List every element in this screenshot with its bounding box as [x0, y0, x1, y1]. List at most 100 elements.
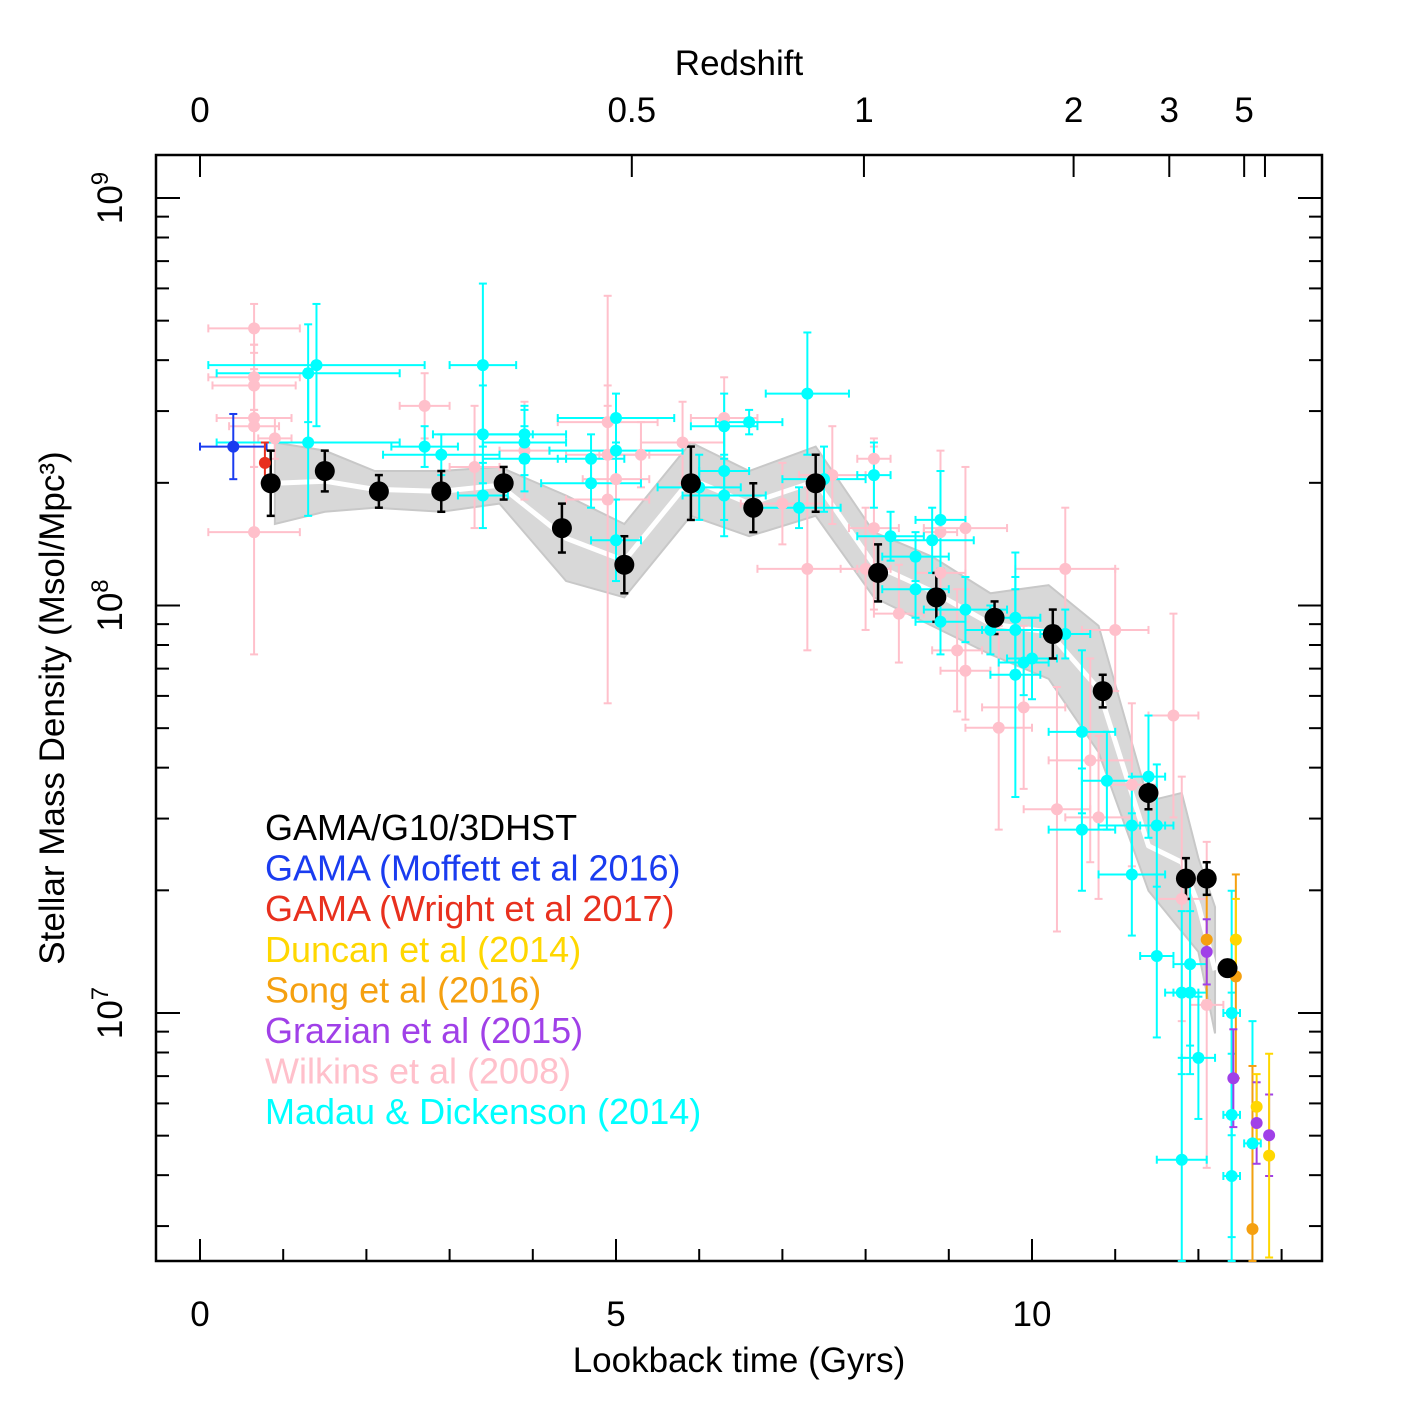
axes: 0 5 10 0 0.5 1 2 3 5 109 108 107 [87, 91, 1322, 1334]
point-madau-dickenson-2014-33 [1009, 623, 1022, 636]
point-grazian-et-al-2015-3 [1263, 1129, 1276, 1142]
point-madau-dickenson-2014-13 [610, 412, 622, 425]
point-wilkins-et-al-2008-34 [1092, 811, 1105, 824]
legend-entry-5: Grazian et al (2015) [265, 1010, 583, 1051]
point-wilkins-et-al-2008-13 [610, 473, 622, 486]
point-wilkins-et-al-2008-29 [992, 721, 1005, 734]
errorbar-madau-dickenson-2014-54 [1222, 1052, 1241, 1262]
top-tick-label-3: 2 [1064, 91, 1083, 130]
point-madau-dickenson-2014-6 [476, 428, 489, 441]
point-madau-dickenson-2014-17 [718, 420, 731, 433]
point-gama-g10-3dhst-3 [431, 481, 452, 502]
point-madau-dickenson-2014-47 [1175, 986, 1188, 999]
point-madau-dickenson-2014-54 [1225, 1170, 1238, 1182]
point-wilkins-et-al-2008-15 [676, 436, 689, 449]
point-madau-dickenson-2014-3 [418, 440, 431, 453]
point-madau-dickenson-2014-35 [1009, 668, 1022, 681]
point-madau-dickenson-2014-24 [867, 469, 880, 482]
point-wilkins-et-al-2008-28 [959, 522, 972, 535]
top-axis-label: Redshift [675, 44, 804, 83]
point-grazian-et-al-2015-2 [1250, 1117, 1263, 1130]
point-gama-g10-3dhst-14 [1092, 681, 1113, 702]
legend-entry-7: Madau & Dickenson (2014) [265, 1091, 701, 1132]
point-grazian-et-al-2015-0 [1200, 945, 1213, 958]
point-wilkins-et-al-2008-24 [934, 566, 947, 579]
point-madau-dickenson-2014-27 [926, 534, 939, 547]
legend-entry-0: GAMA/G10/3DHST [265, 807, 577, 848]
point-gama-g10-3dhst-7 [680, 473, 701, 494]
point-gama-g10-3dhst-6 [614, 554, 635, 575]
point-wilkins-et-al-2008-4 [248, 420, 261, 433]
point-gama-g10-3dhst-9 [805, 473, 826, 494]
point-madau-dickenson-2014-40 [1075, 823, 1088, 836]
point-madau-dickenson-2014-39 [1075, 725, 1088, 738]
point-madau-dickenson-2014-26 [909, 550, 922, 563]
point-gama-g10-3dhst-10 [868, 562, 889, 583]
point-madau-dickenson-2014-49 [1184, 986, 1197, 999]
x-tick-label-5: 5 [606, 1295, 625, 1334]
point-wilkins-et-al-2008-0 [248, 322, 261, 335]
point-wilkins-et-al-2008-36 [1125, 778, 1138, 791]
point-madau-dickenson-2014-18 [718, 465, 731, 478]
y-tick-label-7: 107 [87, 987, 130, 1039]
point-gama-g10-3dhst-5 [551, 518, 572, 539]
legend-entry-3: Duncan et al (2014) [265, 929, 581, 970]
point-wilkins-et-al-2008-8 [468, 460, 481, 473]
point-madau-dickenson-2014-50 [1192, 1051, 1205, 1064]
point-madau-dickenson-2014-55 [1246, 1137, 1259, 1150]
point-madau-dickenson-2014-11 [585, 452, 598, 465]
point-madau-dickenson-2014-41 [1100, 774, 1113, 787]
point-wilkins-et-al-2008-27 [959, 664, 972, 677]
point-wilkins-et-al-2008-6 [268, 432, 281, 445]
y-tick-label-8: 108 [87, 579, 130, 631]
point-wilkins-et-al-2008-26 [951, 644, 964, 657]
legend-entry-4: Song et al (2016) [265, 969, 541, 1010]
point-wilkins-et-al-2008-32 [1059, 562, 1072, 575]
point-madau-dickenson-2014-28 [934, 513, 947, 526]
point-madau-dickenson-2014-4 [435, 448, 448, 461]
point-madau-dickenson-2014-22 [801, 387, 814, 400]
point-madau-dickenson-2014-48 [1184, 958, 1197, 971]
point-gama-g10-3dhst-16 [1175, 868, 1196, 889]
top-tick-label-5: 5 [1234, 91, 1253, 130]
point-gama-g10-3dhst-0 [260, 473, 281, 494]
y-tick-label-9: 109 [87, 172, 130, 224]
point-madau-dickenson-2014-46 [1150, 949, 1163, 962]
point-madau-dickenson-2014-30 [934, 615, 947, 628]
point-madau-dickenson-2014-31 [959, 603, 972, 616]
legend-entry-1: GAMA (Moffett et al 2016) [265, 848, 681, 889]
legend-entry-2: GAMA (Wright et al 2017) [265, 888, 675, 929]
point-wilkins-et-al-2008-39 [1200, 998, 1213, 1011]
point-madau-dickenson-2014-37 [1026, 652, 1038, 665]
point-wilkins-et-al-2008-22 [867, 522, 880, 535]
point-gama-g10-3dhst-4 [493, 473, 514, 494]
point-gama-g10-3dhst-8 [743, 497, 764, 518]
point-madau-dickenson-2014-51 [1175, 1153, 1188, 1166]
point-song-et-al-2016-0 [1200, 933, 1213, 946]
point-gama-moffett-et-al-2016-0 [227, 440, 240, 453]
point-madau-dickenson-2014-7 [476, 489, 489, 502]
point-madau-dickenson-2014-52 [1225, 1007, 1238, 1019]
point-wilkins-et-al-2008-31 [1050, 803, 1063, 816]
top-tick-label-4: 3 [1160, 91, 1179, 130]
point-wilkins-et-al-2008-21 [867, 452, 880, 465]
point-wilkins-et-al-2008-38 [1175, 892, 1188, 905]
point-gama-g10-3dhst-18 [1217, 958, 1238, 979]
point-duncan-et-al-2014-2 [1263, 1149, 1276, 1162]
point-madau-dickenson-2014-29 [909, 583, 922, 596]
point-madau-dickenson-2014-9 [518, 436, 531, 449]
point-madau-dickenson-2014-34 [1009, 611, 1022, 624]
point-duncan-et-al-2014-1 [1250, 1100, 1263, 1113]
point-madau-dickenson-2014-45 [1150, 819, 1163, 832]
point-madau-dickenson-2014-43 [1125, 868, 1138, 881]
point-madau-dickenson-2014-5 [476, 359, 489, 372]
top-tick-label-1: 0.5 [607, 91, 656, 130]
y-axis-label: Stellar Mass Density (Msol/Mpc³) [33, 451, 72, 964]
point-wilkins-et-al-2008-18 [801, 562, 814, 575]
point-wilkins-et-al-2008-37 [1167, 709, 1180, 722]
point-madau-dickenson-2014-0 [302, 367, 315, 380]
point-madau-dickenson-2014-12 [585, 477, 598, 490]
top-tick-label-2: 1 [854, 91, 873, 130]
